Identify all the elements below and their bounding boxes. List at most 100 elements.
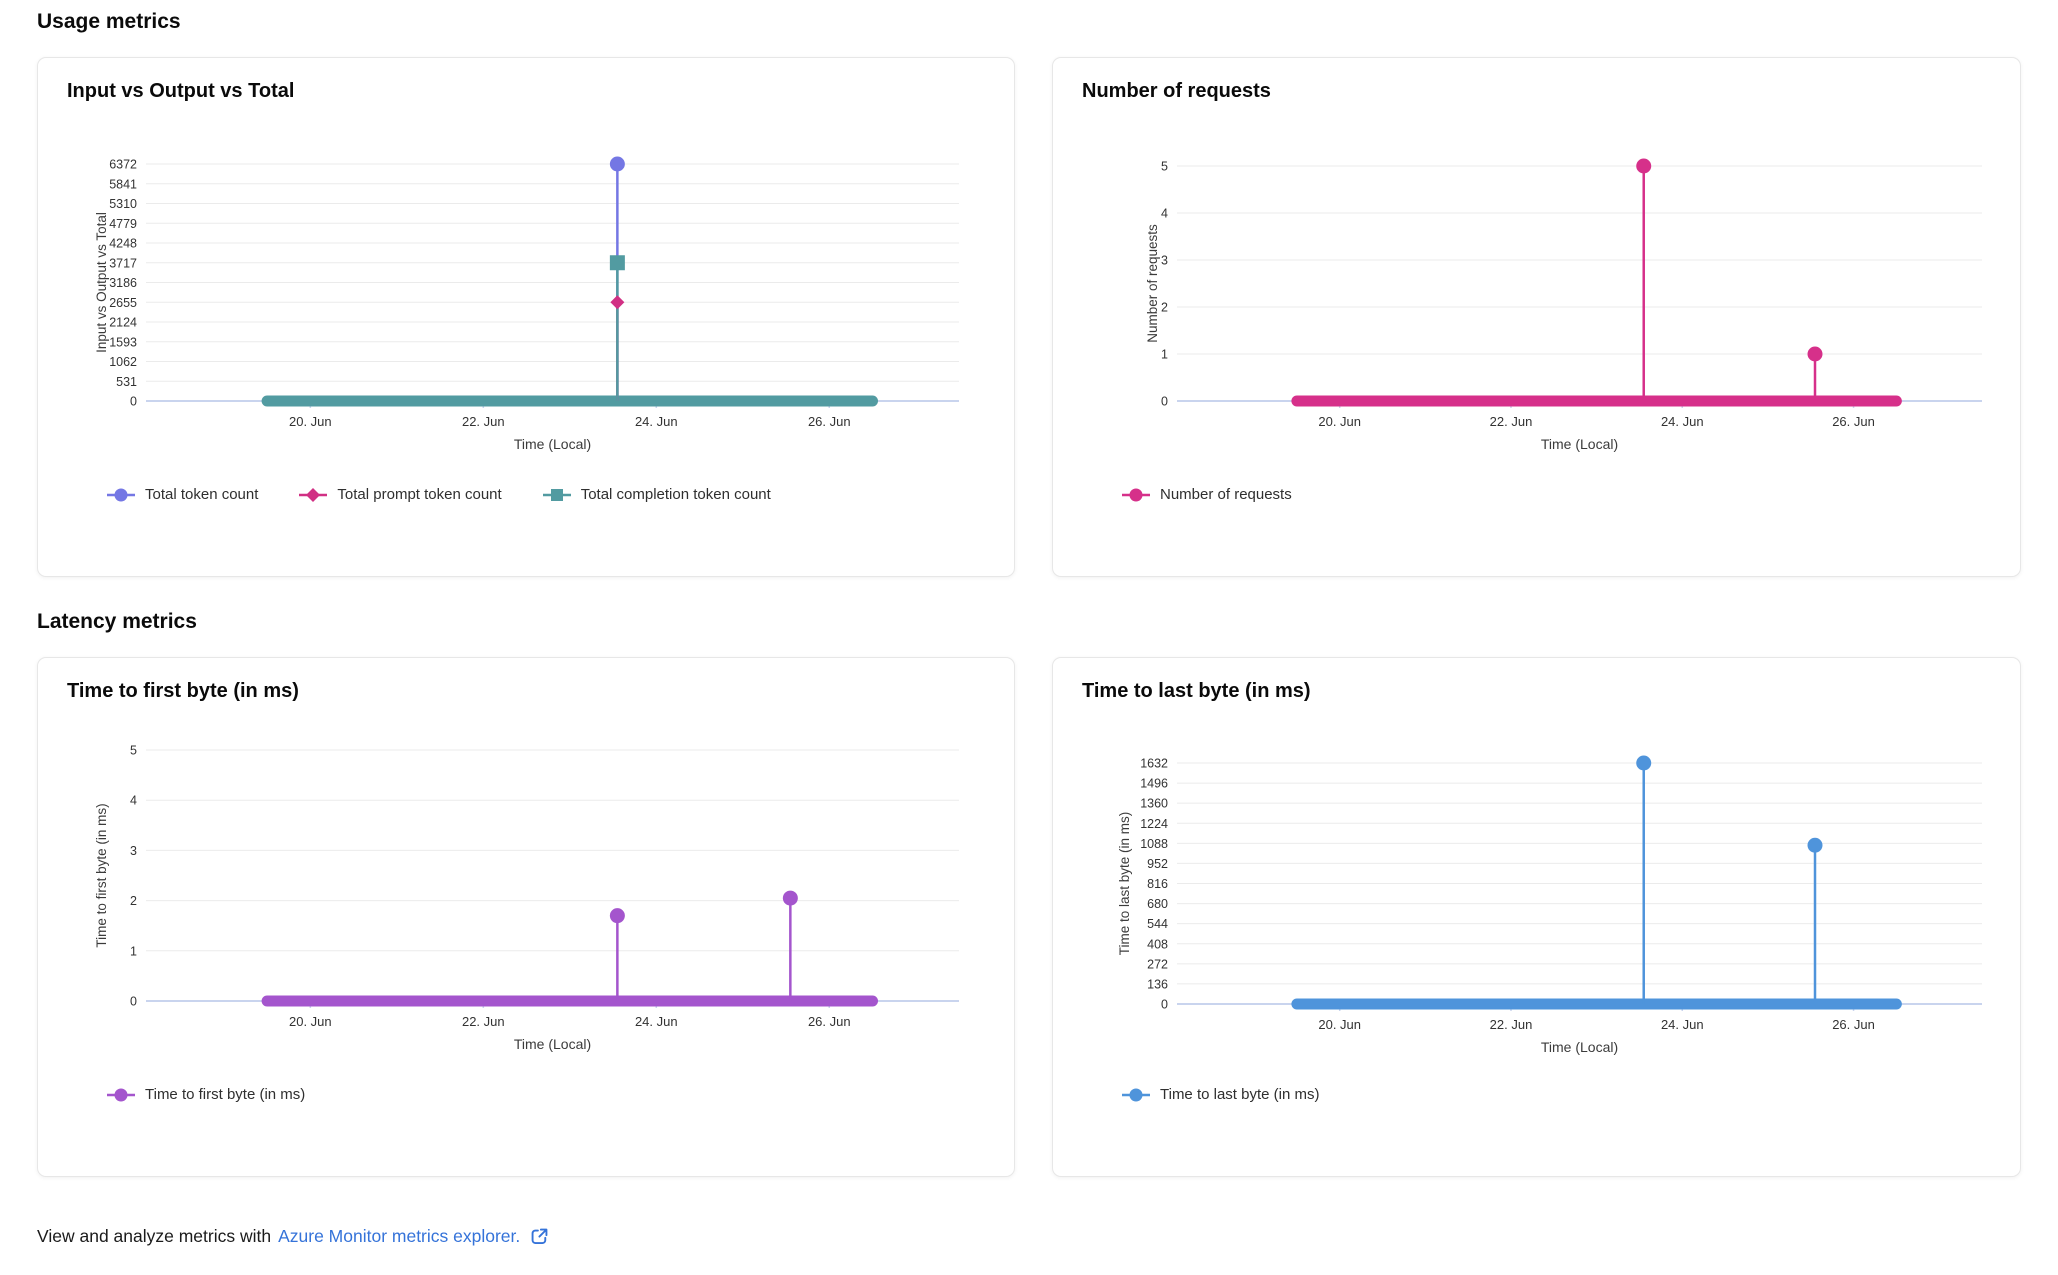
legend-marker-circle-icon xyxy=(107,488,135,501)
data-point-marker-diamond xyxy=(610,295,625,310)
ttlb-chart-canvas: 1632149613601224108895281668054440827213… xyxy=(1117,755,1982,1055)
svg-text:4: 4 xyxy=(130,794,137,808)
svg-text:5310: 5310 xyxy=(109,197,137,211)
svg-text:3186: 3186 xyxy=(109,276,137,290)
tokens-chart-legend: Total token count Total prompt token coun… xyxy=(106,486,771,503)
svg-text:1: 1 xyxy=(130,944,137,958)
svg-text:272: 272 xyxy=(1147,957,1168,971)
svg-text:Time (Local): Time (Local) xyxy=(1541,1039,1618,1055)
svg-text:26. Jun: 26. Jun xyxy=(808,414,851,429)
legend-item-number-of-requests[interactable]: Number of requests xyxy=(1121,486,1292,503)
svg-text:24. Jun: 24. Jun xyxy=(635,1014,678,1029)
svg-text:22. Jun: 22. Jun xyxy=(1490,1017,1533,1032)
svg-text:24. Jun: 24. Jun xyxy=(635,414,678,429)
data-point-marker-circle xyxy=(609,156,625,172)
svg-text:26. Jun: 26. Jun xyxy=(1832,414,1875,429)
svg-text:408: 408 xyxy=(1147,937,1168,951)
svg-text:Time (Local): Time (Local) xyxy=(514,436,591,452)
svg-text:1496: 1496 xyxy=(1140,777,1168,791)
svg-text:20. Jun: 20. Jun xyxy=(289,414,332,429)
svg-text:20. Jun: 20. Jun xyxy=(1318,1017,1361,1032)
svg-text:24. Jun: 24. Jun xyxy=(1661,414,1704,429)
svg-text:Input vs Output vs Total: Input vs Output vs Total xyxy=(94,212,109,353)
svg-text:20. Jun: 20. Jun xyxy=(289,1014,332,1029)
svg-text:3: 3 xyxy=(130,844,137,858)
legend-item-time-to-last-byte-in-ms-[interactable]: Time to last byte (in ms) xyxy=(1121,1086,1319,1103)
svg-text:1593: 1593 xyxy=(109,335,137,349)
legend-item-time-to-first-byte-in-ms-[interactable]: Time to first byte (in ms) xyxy=(106,1086,305,1103)
svg-text:Time to last byte (in ms): Time to last byte (in ms) xyxy=(1117,812,1132,956)
svg-text:531: 531 xyxy=(116,375,137,389)
svg-text:5: 5 xyxy=(1161,160,1168,174)
legend-label: Time to last byte (in ms) xyxy=(1160,1086,1320,1103)
legend-marker-circle-icon xyxy=(1122,1088,1150,1101)
chart-title: Input vs Output vs Total xyxy=(67,80,295,102)
legend-item-total-prompt-token-count[interactable]: Total prompt token count xyxy=(298,486,502,503)
card-number-of-requests: Number of requests 5 4 3 2 1 0 20. Jun 22. Jun 2… xyxy=(1052,57,2021,577)
svg-text:Time (Local): Time (Local) xyxy=(514,1036,591,1052)
legend-marker-circle-icon xyxy=(1122,488,1150,501)
svg-text:816: 816 xyxy=(1147,877,1168,891)
svg-text:0: 0 xyxy=(130,995,137,1009)
legend-marker-square-icon xyxy=(542,488,571,501)
svg-text:1088: 1088 xyxy=(1140,837,1168,851)
svg-text:22. Jun: 22. Jun xyxy=(462,414,505,429)
svg-text:Time to first byte (in ms): Time to first byte (in ms) xyxy=(94,803,109,947)
svg-text:22. Jun: 22. Jun xyxy=(1490,414,1533,429)
svg-text:6372: 6372 xyxy=(109,158,137,172)
svg-text:2: 2 xyxy=(130,894,137,908)
svg-text:0: 0 xyxy=(1161,395,1168,409)
legend-label: Time to first byte (in ms) xyxy=(145,1086,306,1103)
svg-text:26. Jun: 26. Jun xyxy=(1832,1017,1875,1032)
chart-title: Number of requests xyxy=(1082,80,1271,102)
svg-text:4779: 4779 xyxy=(109,217,137,231)
footer-link-label: Azure Monitor metrics explorer. xyxy=(278,1226,521,1246)
svg-text:3717: 3717 xyxy=(109,256,137,270)
chart-title: Time to last byte (in ms) xyxy=(1082,680,1311,702)
svg-text:22. Jun: 22. Jun xyxy=(462,1014,505,1029)
data-point-marker-circle xyxy=(609,908,625,924)
legend-item-total-completion-token-count[interactable]: Total completion token count xyxy=(542,486,771,503)
footer-note: View and analyze metrics with Azure Moni… xyxy=(37,1226,550,1247)
legend-label: Total prompt token count xyxy=(337,486,502,503)
data-point-marker-square xyxy=(609,255,625,271)
svg-text:26. Jun: 26. Jun xyxy=(808,1014,851,1029)
section-title-usage: Usage metrics xyxy=(37,10,181,33)
svg-text:3: 3 xyxy=(1161,254,1168,268)
svg-text:1632: 1632 xyxy=(1140,757,1168,771)
card-time-to-last-byte: Time to last byte (in ms) 1632 1496 1360 12… xyxy=(1052,657,2021,1177)
data-point-marker-circle xyxy=(1807,837,1823,853)
data-point-marker-circle xyxy=(782,890,798,906)
requests-chart-canvas: 5 4 3 2 1 0 20. Jun 22. Jun 24. Jun 26. Jun Time (… xyxy=(1145,158,1982,452)
azure-monitor-link[interactable]: Azure Monitor metrics explorer. xyxy=(278,1226,550,1247)
svg-text:2124: 2124 xyxy=(109,316,137,330)
external-link-icon xyxy=(531,1228,548,1244)
svg-text:Time (Local): Time (Local) xyxy=(1541,436,1618,452)
svg-text:1062: 1062 xyxy=(109,355,137,369)
data-point-marker-circle xyxy=(1636,755,1652,771)
svg-text:2655: 2655 xyxy=(109,296,137,310)
svg-text:0: 0 xyxy=(1161,998,1168,1012)
svg-text:952: 952 xyxy=(1147,857,1168,871)
svg-text:1: 1 xyxy=(1161,348,1168,362)
section-title-latency: Latency metrics xyxy=(37,610,197,633)
svg-text:Number of requests: Number of requests xyxy=(1145,224,1160,343)
svg-text:2: 2 xyxy=(1161,301,1168,315)
svg-text:5841: 5841 xyxy=(109,177,137,191)
footer-text: View and analyze metrics with xyxy=(37,1226,272,1246)
svg-text:20. Jun: 20. Jun xyxy=(1318,414,1361,429)
svg-text:4248: 4248 xyxy=(109,237,137,251)
svg-text:4: 4 xyxy=(1161,207,1168,221)
svg-text:1360: 1360 xyxy=(1140,797,1168,811)
svg-text:5: 5 xyxy=(130,744,137,758)
legend-marker-circle-icon xyxy=(107,1088,135,1101)
card-time-to-first-byte: Time to first byte (in ms) 5 4 3 2 1 0 20. Jun… xyxy=(37,657,1015,1177)
ttfb-chart-legend: Time to first byte (in ms) xyxy=(106,1086,305,1103)
card-input-output-total: Input vs Output vs Total 6372 5841 5310 477… xyxy=(37,57,1015,577)
legend-label: Number of requests xyxy=(1160,486,1292,503)
legend-item-total-token-count[interactable]: Total token count xyxy=(106,486,258,503)
legend-label: Total token count xyxy=(145,486,259,503)
ttfb-chart-canvas: 5 4 3 2 1 0 20. Jun 22. Jun 24. Jun 26. Jun Time (… xyxy=(94,744,959,1052)
svg-text:1224: 1224 xyxy=(1140,817,1168,831)
